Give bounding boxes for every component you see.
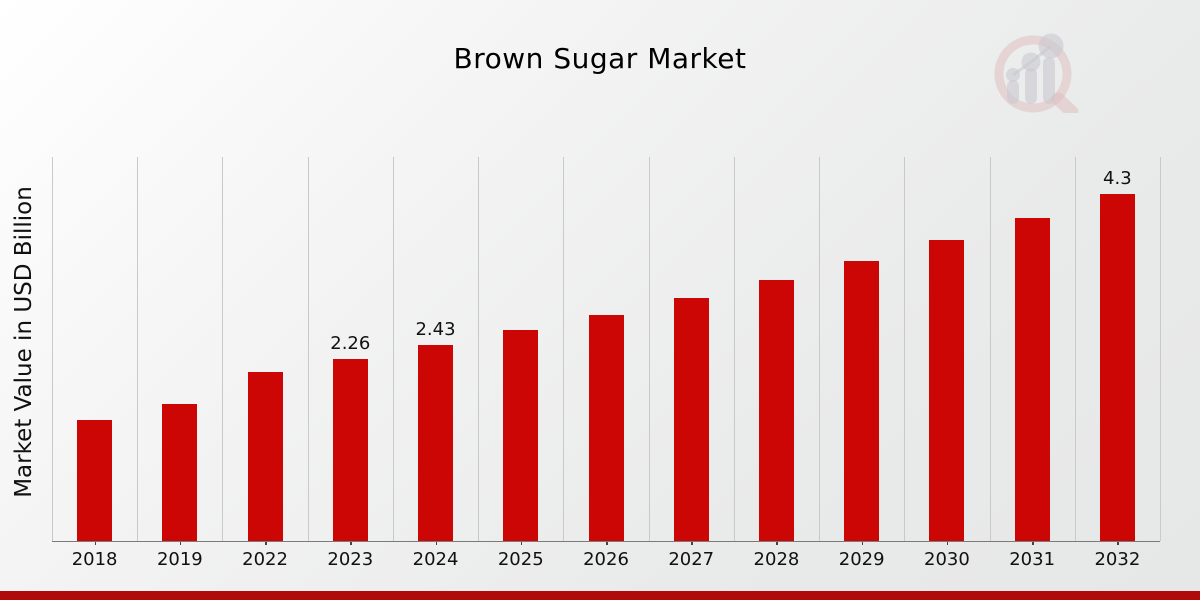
x-axis-tick [691, 541, 693, 545]
mrfr-magnifier-bar-chart-logo-icon [994, 33, 1079, 113]
logo-trend-dot-icon [1006, 68, 1020, 82]
logo-trend-dot-icon [1021, 52, 1041, 72]
x-axis-label: 2024 [412, 549, 459, 570]
x-axis-tick [1117, 541, 1119, 545]
logo-bar-icon [1007, 80, 1019, 104]
x-axis-label: 2028 [753, 549, 800, 570]
x-axis-label: 2031 [1009, 549, 1056, 570]
x-axis-label: 2026 [583, 549, 629, 570]
logo-bar-icon [1025, 68, 1037, 104]
x-axis-tick [265, 541, 267, 545]
gridline [52, 157, 53, 541]
bar [929, 240, 965, 541]
gridline [478, 157, 480, 541]
gridline [1160, 157, 1161, 541]
x-axis-line [52, 541, 1160, 542]
x-axis-label: 2032 [1094, 549, 1141, 570]
gridline [307, 157, 309, 541]
x-axis-tick [1032, 541, 1034, 545]
gridline [819, 157, 821, 541]
logo-bar-icon [1043, 57, 1055, 104]
magnifier-ring-icon [994, 35, 1072, 113]
bar [332, 358, 368, 541]
magnifier-handle-icon [1051, 92, 1079, 113]
x-axis-tick [520, 541, 523, 545]
x-axis-tick [606, 541, 608, 545]
bar [503, 330, 539, 541]
plot-area [52, 157, 1161, 541]
x-axis-label: 2029 [838, 549, 885, 570]
gridline [392, 157, 394, 541]
x-axis-label: 2027 [668, 549, 715, 570]
bar-value-label: 2.26 [330, 332, 371, 354]
bar [1014, 218, 1050, 541]
x-axis-tick [776, 541, 778, 545]
x-axis-label: 2018 [71, 549, 118, 570]
bar [418, 344, 454, 541]
gridline [989, 157, 991, 541]
bar [77, 420, 113, 541]
x-axis-tick [94, 541, 97, 545]
logo-trend-dot-icon [1038, 33, 1064, 59]
bar-value-label: 2.43 [415, 318, 456, 340]
x-axis-tick [861, 541, 864, 545]
gridline [648, 157, 650, 541]
bar-value-label: 4.3 [1103, 168, 1132, 190]
x-axis-label: 2019 [156, 549, 203, 570]
x-axis-tick [179, 541, 182, 545]
gridline [733, 157, 735, 541]
bar [588, 315, 624, 541]
gridline [137, 157, 139, 541]
x-axis-label: 2023 [327, 549, 374, 570]
gridline [222, 157, 224, 541]
bar [162, 403, 198, 541]
gridline [563, 157, 565, 541]
bar [844, 261, 880, 541]
x-axis-label: 2030 [924, 549, 970, 570]
bottom-accent-strip [0, 591, 1200, 600]
x-axis-tick [435, 541, 438, 545]
y-axis-label: Market Value in USD Billion [11, 186, 37, 498]
bar [1099, 194, 1135, 541]
x-axis-tick [946, 541, 949, 545]
bar [673, 298, 709, 541]
bar [247, 371, 283, 541]
x-axis-label: 2022 [242, 549, 288, 570]
bar [758, 279, 794, 541]
x-axis-label: 2025 [497, 549, 544, 570]
x-axis-tick [350, 541, 352, 545]
gridline [1074, 157, 1076, 541]
gridline [904, 157, 906, 541]
page-title: Brown Sugar Market [453, 42, 747, 75]
